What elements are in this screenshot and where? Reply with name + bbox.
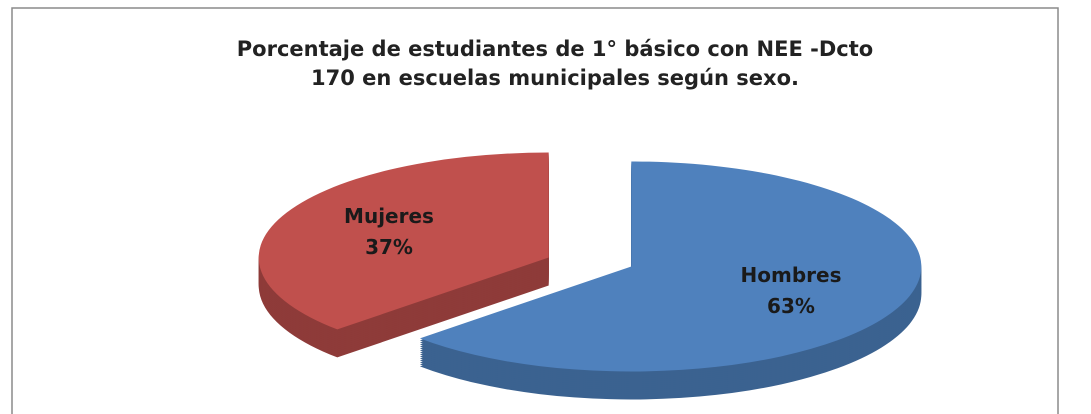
slice	[258, 152, 549, 330]
data-label-value: 63%	[767, 294, 815, 318]
chart-title: 170 en escuelas municipales según sexo.	[311, 66, 799, 90]
slice	[419, 161, 922, 372]
chart-title: Porcentaje de estudiantes de 1° básico c…	[237, 37, 873, 61]
data-label-category: Hombres	[741, 263, 842, 287]
data-label-category: Mujeres	[344, 204, 434, 228]
data-label-value: 37%	[365, 235, 413, 259]
